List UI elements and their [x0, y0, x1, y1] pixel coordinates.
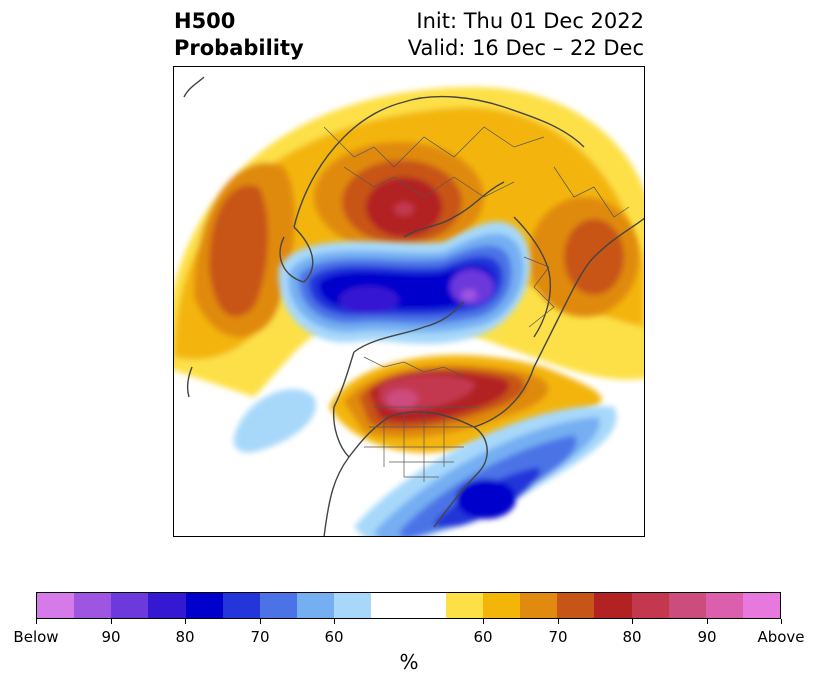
above-normal-north — [314, 142, 484, 252]
colorbar-tick — [184, 619, 186, 624]
colorbar-segment — [297, 593, 335, 618]
colorbar-segment — [742, 593, 781, 618]
below-normal-band — [278, 221, 531, 344]
title-variable: H500 — [174, 9, 236, 33]
above-normal-na — [329, 355, 602, 453]
colorbar-segment — [185, 593, 223, 618]
colorbar-tick — [482, 619, 484, 624]
colorbar-segment — [111, 593, 149, 618]
colorbar-tick-label: 60 — [324, 628, 344, 646]
colorbar-tick-label: 70 — [250, 628, 270, 646]
above-normal-east — [529, 197, 639, 317]
probability-map — [173, 66, 645, 537]
colorbar-segment — [705, 593, 743, 618]
colorbar-tick-label: Below — [13, 628, 59, 646]
colorbar-tick-label: 70 — [548, 628, 568, 646]
colorbar-tick — [35, 619, 37, 624]
borders — [323, 126, 630, 482]
colorbar-segment — [445, 593, 483, 618]
colorbar-segment — [222, 593, 260, 618]
colorbar-unit-label: % — [399, 650, 419, 674]
colorbar-tick-label: 80 — [175, 628, 195, 646]
valid-range: Valid: 16 Dec – 22 Dec — [407, 36, 644, 60]
colorbar-tick-label: 90 — [101, 628, 121, 646]
colorbar-segment — [631, 593, 669, 618]
colorbar-tick — [557, 619, 559, 624]
title-right: Init: Thu 01 Dec 2022 Valid: 16 Dec – 22… — [408, 8, 644, 62]
colorbar-tick-label: 60 — [473, 628, 493, 646]
colorbar-tick — [110, 619, 112, 624]
colorbar-segment — [371, 593, 409, 618]
colorbar-tick-label: Above — [757, 628, 805, 646]
colorbar-segment — [37, 593, 75, 618]
title-left: H500 Probability — [174, 8, 304, 62]
colorbar-segment — [557, 593, 595, 618]
colorbar-segment — [74, 593, 112, 618]
colorbar-segment — [408, 593, 446, 618]
colorbar-segment — [520, 593, 558, 618]
colorbar-tick — [706, 619, 708, 624]
colorbar — [36, 592, 781, 619]
colorbar-tick — [780, 619, 782, 624]
below-normal-atlantic — [354, 406, 617, 536]
title-product: Probability — [174, 36, 304, 60]
coastlines — [183, 76, 644, 536]
colorbar-tick — [631, 619, 633, 624]
colorbar-tick — [259, 619, 261, 624]
below-normal-pacific — [233, 389, 316, 453]
colorbar-segment — [482, 593, 521, 618]
colorbar-tick-label: 80 — [622, 628, 642, 646]
map-svg — [174, 76, 644, 536]
colorbar-tick — [333, 619, 335, 624]
colorbar-tick-label: 90 — [697, 628, 717, 646]
colorbar-segment — [668, 593, 706, 618]
colorbar-segment — [594, 593, 632, 618]
colorbar-segment — [259, 593, 298, 618]
init-date: Init: Thu 01 Dec 2022 — [416, 9, 644, 33]
colorbar-segment — [334, 593, 372, 618]
colorbar-segment — [148, 593, 186, 618]
